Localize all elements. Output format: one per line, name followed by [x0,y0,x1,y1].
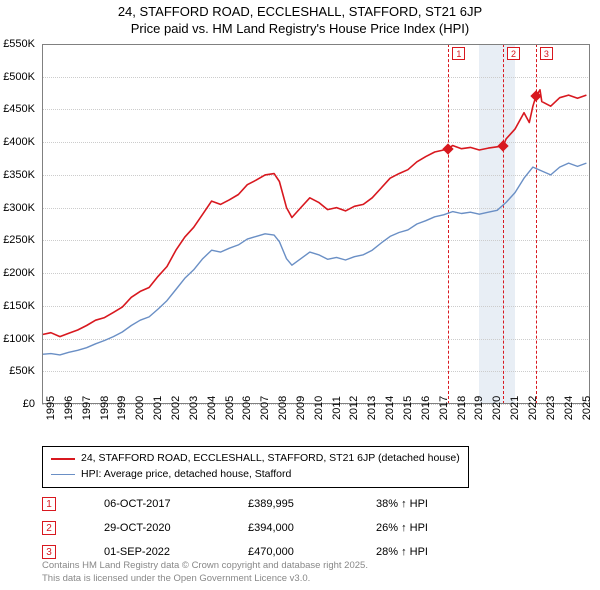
x-tick-label: 2023 [545,396,557,420]
y-tick-label: £50K [9,365,35,377]
y-tick-label: £200K [3,267,35,279]
x-tick-label: 2005 [224,396,236,420]
x-tick-label: 2007 [259,396,271,420]
x-tick-label: 2020 [491,396,503,420]
marker-price: £389,995 [248,498,328,510]
x-tick-label: 1998 [99,396,111,420]
series-line-hpi [42,163,586,355]
legend-label: 24, STAFFORD ROAD, ECCLESHALL, STAFFORD,… [81,451,460,467]
x-tick-label: 2014 [384,396,396,420]
marker-number-box: 1 [42,497,56,511]
x-tick-label: 2016 [420,396,432,420]
y-tick-label: £300K [3,202,35,214]
y-tick-label: £400K [3,136,35,148]
marker-delta: 26% ↑ HPI [376,522,466,534]
y-tick-label: £150K [3,300,35,312]
marker-price: £394,000 [248,522,328,534]
marker-number-box: 2 [42,521,56,535]
x-tick-label: 2025 [581,396,593,420]
y-tick-label: £500K [3,71,35,83]
x-tick-label: 2003 [188,396,200,420]
x-tick-label: 2000 [134,396,146,420]
x-tick-label: 1995 [45,396,57,420]
marker-date: 01-SEP-2022 [104,546,200,558]
x-tick-label: 2012 [348,396,360,420]
footer-line-2: This data is licensed under the Open Gov… [42,573,368,586]
marker-row: 1 06-OCT-2017 £389,995 38% ↑ HPI [42,492,466,516]
title-line-2: Price paid vs. HM Land Registry's House … [0,21,600,36]
x-tick-label: 2013 [366,396,378,420]
x-tick-label: 2018 [456,396,468,420]
y-tick-label: £250K [3,234,35,246]
footer-line-1: Contains HM Land Registry data © Crown c… [42,560,368,573]
legend: 24, STAFFORD ROAD, ECCLESHALL, STAFFORD,… [42,446,469,488]
y-tick-label: £100K [3,333,35,345]
series-line-price_paid [42,90,586,337]
marker-delta: 28% ↑ HPI [376,546,466,558]
marker-row: 2 29-OCT-2020 £394,000 26% ↑ HPI [42,516,466,540]
x-tick-label: 2006 [241,396,253,420]
y-tick-label: £350K [3,169,35,181]
x-tick-label: 2024 [563,396,575,420]
x-tick-label: 2017 [438,396,450,420]
x-tick-label: 2009 [295,396,307,420]
x-tick-label: 2004 [206,396,218,420]
marker-delta: 38% ↑ HPI [376,498,466,510]
x-tick-label: 1999 [116,396,128,420]
marker-date: 29-OCT-2020 [104,522,200,534]
y-tick-label: £0 [23,398,35,410]
legend-row: 24, STAFFORD ROAD, ECCLESHALL, STAFFORD,… [51,451,460,467]
markers-table: 1 06-OCT-2017 £389,995 38% ↑ HPI 2 29-OCT-202… [42,492,466,564]
legend-swatch [51,458,75,460]
legend-label: HPI: Average price, detached house, Staf… [81,467,291,483]
x-tick-label: 2008 [277,396,289,420]
chart-plot-area: 123 [42,44,590,404]
legend-row: HPI: Average price, detached house, Staf… [51,467,460,483]
x-tick-label: 2001 [152,396,164,420]
x-tick-label: 2019 [473,396,485,420]
x-tick-label: 1996 [63,396,75,420]
marker-date: 06-OCT-2017 [104,498,200,510]
x-tick-label: 2022 [527,396,539,420]
title-line-1: 24, STAFFORD ROAD, ECCLESHALL, STAFFORD,… [0,4,600,19]
x-axis: 1995199619971998199920002001200220032004… [42,404,590,448]
plot-svg [42,44,590,404]
y-axis: £0£50K£100K£150K£200K£250K£300K£350K£400… [0,44,38,404]
y-tick-label: £450K [3,103,35,115]
x-tick-label: 2011 [331,396,343,420]
legend-swatch [51,474,75,475]
x-tick-label: 2010 [313,396,325,420]
x-tick-label: 2002 [170,396,182,420]
marker-price: £470,000 [248,546,328,558]
marker-number-box: 3 [42,545,56,559]
y-tick-label: £550K [3,38,35,50]
x-tick-label: 1997 [81,396,93,420]
x-tick-label: 2015 [402,396,414,420]
x-tick-label: 2021 [509,396,521,420]
footer-text: Contains HM Land Registry data © Crown c… [42,560,368,586]
